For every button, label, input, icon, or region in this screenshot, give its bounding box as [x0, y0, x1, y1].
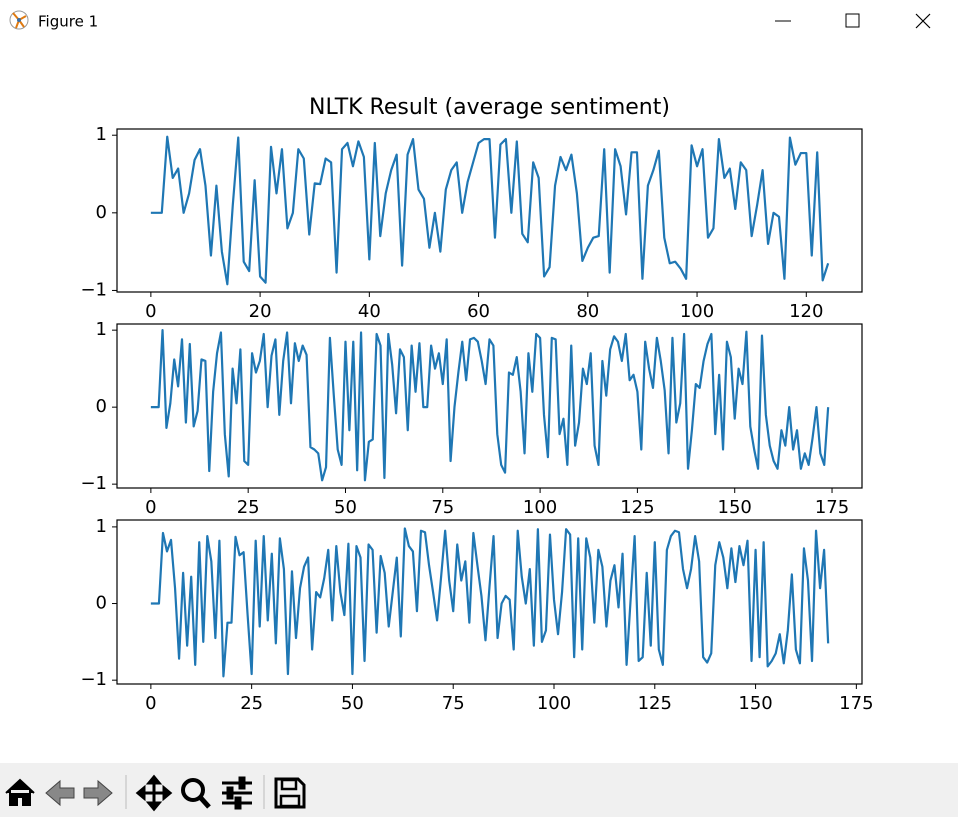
y-tick-label: 0	[96, 593, 107, 614]
chart-title: NLTK Result (average sentiment)	[309, 95, 670, 120]
data-line	[150, 527, 830, 678]
x-tick-label: 40	[358, 301, 381, 322]
toolbar	[0, 763, 958, 817]
title-bar: Figure 1	[9, 10, 931, 31]
x-tick-label: 120	[789, 301, 823, 322]
y-tick-label: 1	[96, 319, 107, 340]
y-tick-label: 0	[96, 396, 107, 417]
maximize-button[interactable]	[845, 13, 860, 28]
x-tick-label: 125	[638, 693, 672, 714]
x-tick-label: 80	[576, 301, 599, 322]
axes-frame	[116, 323, 863, 489]
back-button[interactable]	[45, 779, 75, 807]
x-tick-label: 20	[249, 301, 272, 322]
y-tick-label: −1	[80, 473, 107, 494]
home-button[interactable]	[5, 778, 35, 806]
x-tick-label: 150	[738, 693, 772, 714]
save-button[interactable]	[274, 777, 306, 809]
zoom-button[interactable]	[181, 778, 211, 809]
x-tick-label: 75	[442, 693, 465, 714]
figure: NLTK Result (average sentiment) 0 20 40 60 80…	[80, 95, 873, 714]
x-tick-label: 50	[341, 693, 364, 714]
y-tick-label: −1	[80, 279, 107, 300]
y-tick-label: 1	[96, 124, 107, 145]
x-tick-label: 25	[237, 497, 260, 518]
window-title: Figure 1	[38, 13, 98, 31]
x-tick-label: 175	[839, 693, 873, 714]
axes-frame	[116, 519, 863, 685]
y-tick-label: 0	[96, 202, 107, 223]
y-tick-label: 1	[96, 516, 107, 537]
close-button[interactable]	[915, 13, 931, 29]
x-tick-label: 50	[334, 497, 357, 518]
configure-button[interactable]	[222, 776, 252, 810]
y-tick-label: −1	[80, 669, 107, 690]
x-tick-label: 0	[145, 301, 156, 322]
x-tick-label: 100	[523, 497, 557, 518]
x-tick-label: 0	[145, 693, 156, 714]
x-tick-label: 125	[620, 497, 654, 518]
x-tick-label: 150	[718, 497, 752, 518]
x-tick-label: 0	[145, 497, 156, 518]
pan-button[interactable]	[135, 774, 173, 812]
x-tick-label: 100	[537, 693, 571, 714]
forward-button[interactable]	[83, 779, 113, 807]
data-line	[150, 135, 830, 286]
x-tick-label: 175	[815, 497, 849, 518]
x-tick-label: 60	[467, 301, 490, 322]
app-icon	[9, 10, 29, 30]
axes-frame	[116, 128, 863, 293]
x-tick-label: 75	[431, 497, 454, 518]
x-tick-label: 100	[680, 301, 714, 322]
data-line	[150, 329, 830, 482]
x-tick-label: 25	[240, 693, 263, 714]
